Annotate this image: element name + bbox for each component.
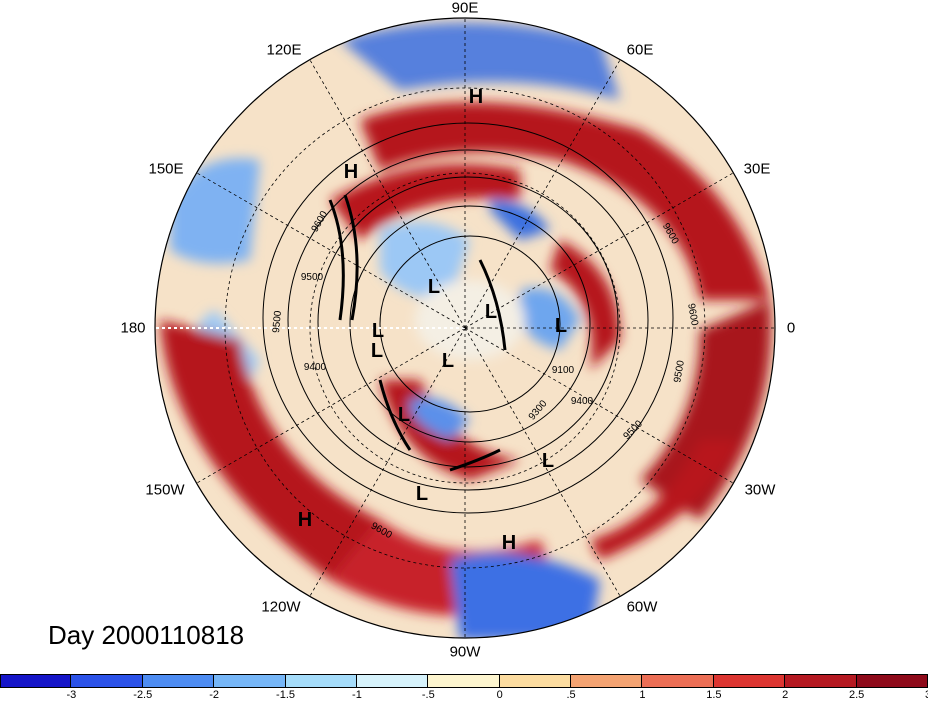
high-pressure-center: H (298, 509, 312, 531)
low-pressure-center: L (416, 483, 428, 505)
colorbar-tick-label: 3 (925, 689, 928, 701)
low-pressure-center: L (371, 340, 383, 362)
colorbar-segment (214, 674, 286, 688)
contour-label: 9600 (685, 303, 700, 327)
high-pressure-center: H (502, 532, 516, 554)
colorbar-segment (356, 674, 429, 688)
contour-label: 9400 (304, 362, 327, 373)
longitude-label: 30E (743, 160, 771, 178)
colorbar-tick-label: 1 (639, 689, 646, 701)
contour-label: 9500 (301, 272, 324, 283)
colorbar-segment (428, 674, 500, 688)
longitude-label: 60W (626, 598, 658, 616)
colorbar-frame (0, 674, 928, 688)
longitude-label: 150E (148, 160, 184, 178)
colorbar-segment (642, 674, 714, 688)
longitude-label: 90E (451, 0, 479, 17)
colorbar-tick-label: .5 (566, 689, 576, 701)
colorbar-tick-label: 0 (496, 689, 503, 701)
colorbar-segment (571, 674, 643, 688)
colorbar-tick-label: -1.5 (276, 689, 296, 701)
colorbar-tick-label: 2 (782, 689, 789, 701)
low-pressure-center: L (428, 276, 440, 298)
low-pressure-center: L (398, 404, 410, 426)
contour-label: 9400 (571, 396, 594, 407)
longitude-label: 180 (120, 319, 146, 337)
longitude-label: 60E (626, 41, 654, 59)
map-grid (154, 17, 776, 639)
longitude-label: 90W (449, 643, 481, 661)
colorbar-tick-label: -.5 (421, 689, 435, 701)
contour-label: 9500 (271, 310, 284, 334)
longitude-label: 150W (145, 481, 185, 499)
colorbar-tick-label: -2.5 (133, 689, 153, 701)
colorbar-tick-label: -1 (352, 689, 362, 701)
colorbar-tick-label: 2.5 (848, 689, 865, 701)
low-pressure-center: L (555, 315, 567, 337)
colorbar-segment (0, 674, 72, 688)
high-pressure-center: H (469, 86, 483, 108)
colorbar-segment (499, 674, 572, 688)
low-pressure-center: L (442, 350, 454, 372)
colorbar-segment (142, 674, 215, 688)
low-pressure-center: L (372, 320, 384, 342)
high-pressure-center: H (344, 161, 358, 183)
colorbar-segment (713, 674, 786, 688)
longitude-label: 120W (261, 598, 301, 616)
contour-label: 9100 (552, 365, 575, 376)
colorbar-segment (285, 674, 357, 688)
colorbar: -3 -2.5 -2 -1.5 -1 -.5 0 .5 1 1.5 2 2.5 3 (0, 674, 928, 702)
colorbar-tick-label: -2 (209, 689, 220, 701)
colorbar-segment (71, 674, 143, 688)
low-pressure-center: L (542, 450, 554, 472)
date-label: Day 2000110818 (48, 620, 245, 650)
colorbar-tick-label: 1.5 (706, 689, 722, 701)
colorbar-segment (785, 674, 857, 688)
low-pressure-center: L (485, 301, 497, 323)
contour-label: 9500 (672, 359, 687, 383)
longitude-label: 30W (744, 481, 776, 499)
geopotential-contours (262, 122, 674, 514)
longitude-label: 0 (786, 319, 796, 337)
longitude-label: 120E (266, 41, 302, 59)
colorbar-tick-label: -3 (66, 689, 77, 701)
